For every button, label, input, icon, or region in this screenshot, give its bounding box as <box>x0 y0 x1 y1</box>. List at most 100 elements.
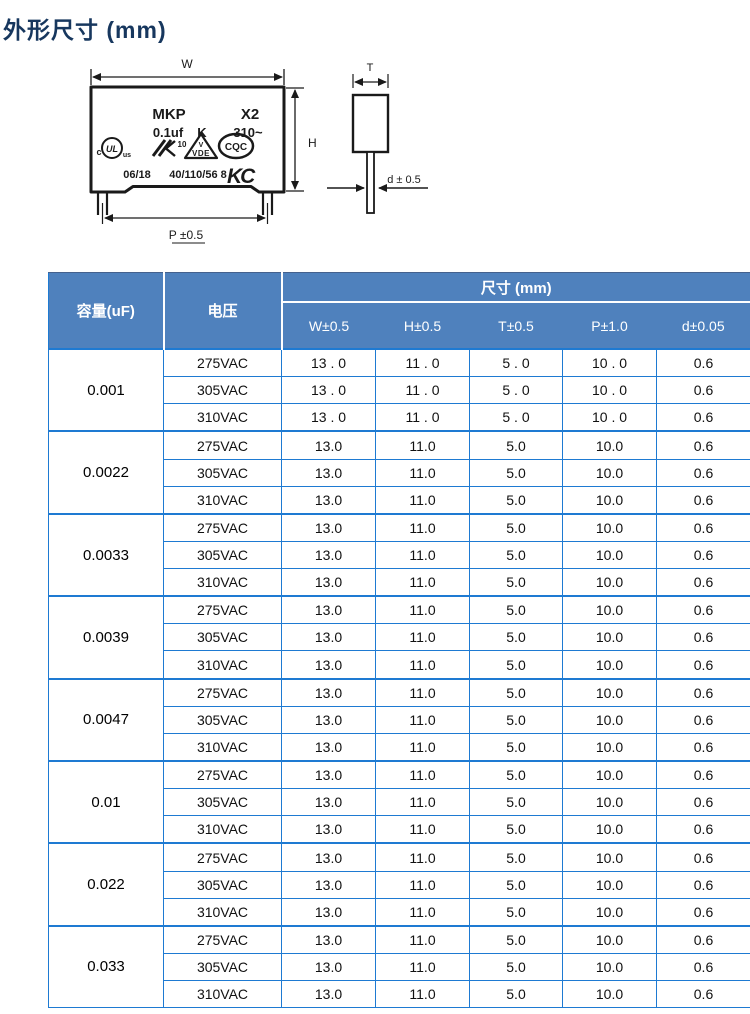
table-row: 310VAC 13.0 11.0 5.0 10.0 0.6 <box>49 732 750 762</box>
dimension-value-cell: 5 . 0 <box>469 376 563 405</box>
header-dim-h: H±0.5 <box>375 302 470 349</box>
dimension-value-cell: 13.0 <box>281 567 376 597</box>
dimension-value-cell: 11.0 <box>375 650 470 680</box>
dimension-value-cell: 0.6 <box>656 788 750 817</box>
dimension-value-cell: 5.0 <box>469 870 563 899</box>
dimension-value-cell: 5.0 <box>469 924 563 955</box>
voltage-cell: 275VAC <box>163 842 282 872</box>
dimension-value-cell: 5.0 <box>469 980 563 1008</box>
enec-10-icon: 10 <box>151 139 187 157</box>
dimension-value-cell: 13.0 <box>281 842 376 872</box>
voltage-cell: 310VAC <box>163 485 282 515</box>
voltage-cell: 305VAC <box>163 953 282 982</box>
dimension-value-cell: 5.0 <box>469 953 563 982</box>
dimension-value-cell: 13 . 0 <box>281 403 376 432</box>
dimension-value-cell: 10.0 <box>562 485 657 515</box>
voltage-cell: 275VAC <box>163 924 282 955</box>
w-dim-label: W <box>181 57 193 71</box>
marking-class: X2 <box>241 106 259 123</box>
dimension-value-cell: 11 . 0 <box>375 376 470 405</box>
table-row: 0.0047 275VAC 13.0 11.0 5.0 10.0 0.6 <box>48 677 750 762</box>
dimension-value-cell: 0.6 <box>656 458 750 487</box>
voltage-cell: 275VAC <box>163 677 282 707</box>
table-header: 容量(uF) 电压 尺寸 (mm) W±0.5 H±0.5 T±0.5 P±1.… <box>48 272 750 349</box>
dimension-value-cell: 5.0 <box>469 512 563 543</box>
dimension-value-cell: 11.0 <box>375 760 470 790</box>
marking-capacitance: 0.1uf <box>153 125 184 140</box>
table-row: 310VAC 13.0 11.0 5.0 10.0 0.6 <box>49 485 750 515</box>
dimension-value-cell: 11.0 <box>375 924 470 955</box>
dimension-value-cell: 10.0 <box>562 595 657 625</box>
dimension-value-cell: 10.0 <box>562 541 657 569</box>
dimension-value-cell: 5 . 0 <box>469 403 563 432</box>
dimension-value-cell: 11.0 <box>375 815 470 844</box>
dimension-value-cell: 10.0 <box>562 924 657 955</box>
dimension-value-cell: 11.0 <box>375 870 470 899</box>
ul-logo-text: UL <box>106 144 118 154</box>
dimension-value-cell: 11 . 0 <box>375 348 470 378</box>
dimension-value-cell: 10.0 <box>562 842 657 872</box>
dimension-value-cell: 11.0 <box>375 788 470 817</box>
dimension-value-cell: 11.0 <box>375 567 470 597</box>
voltage-cell: 305VAC <box>163 458 282 487</box>
header-row-2: W±0.5 H±0.5 T±0.5 P±1.0 d±0.05 <box>49 302 750 349</box>
dimension-value-cell: 10.0 <box>562 870 657 899</box>
table-row: 305VAC 13.0 11.0 5.0 10.0 0.6 <box>49 870 750 899</box>
voltage-cell: 305VAC <box>163 376 282 405</box>
dimension-value-cell: 10.0 <box>562 705 657 734</box>
voltage-cell: 310VAC <box>163 897 282 927</box>
ul-logo-suffix: us <box>123 152 131 159</box>
capacity-cell: 0.022 <box>48 842 164 927</box>
climate-category: 40/110/56 8 <box>169 169 227 181</box>
t-dim-label: T <box>367 62 374 74</box>
dimension-value-cell: 0.6 <box>656 924 750 955</box>
header-size-group: 尺寸 (mm) <box>281 272 750 303</box>
dimension-value-cell: 11.0 <box>375 732 470 762</box>
dimension-value-cell: 13.0 <box>281 953 376 982</box>
header-voltage: 电压 <box>163 272 283 349</box>
dimension-value-cell: 0.6 <box>656 348 750 378</box>
table-row: 0.033 275VAC 13.0 11.0 5.0 10.0 0.6 <box>48 924 750 1008</box>
dimension-value-cell: 5.0 <box>469 541 563 569</box>
capacitor-body <box>89 85 286 194</box>
dimension-value-cell: 0.6 <box>656 512 750 543</box>
dimension-value-cell: 0.6 <box>656 403 750 432</box>
dimension-value-cell: 0.6 <box>656 541 750 569</box>
header-dim-p: P±1.0 <box>562 302 657 349</box>
capacitor-leads <box>96 193 274 215</box>
dimension-value-cell: 13.0 <box>281 760 376 790</box>
dimension-value-cell: 11.0 <box>375 512 470 543</box>
capacitor-body-side <box>351 93 390 154</box>
voltage-cell: 310VAC <box>163 650 282 680</box>
dimension-value-cell: 13.0 <box>281 788 376 817</box>
voltage-cell: 275VAC <box>163 595 282 625</box>
cqc-logo: CQC <box>217 132 255 160</box>
dimension-value-cell: 10 . 0 <box>562 403 657 432</box>
dimension-value-cell: 0.6 <box>656 623 750 652</box>
voltage-cell: 310VAC <box>163 403 282 432</box>
dimension-value-cell: 0.6 <box>656 815 750 844</box>
p-dim-label: P ±0.5 <box>169 228 204 242</box>
dimension-value-cell: 0.6 <box>656 485 750 515</box>
header-capacity: 容量(uF) <box>48 272 165 349</box>
dimension-value-cell: 0.6 <box>656 980 750 1008</box>
table-row: 305VAC 13.0 11.0 5.0 10.0 0.6 <box>49 705 750 734</box>
header-dim-t: T±0.5 <box>469 302 563 349</box>
capacity-cell: 0.0039 <box>48 595 164 680</box>
dimension-value-cell: 13.0 <box>281 815 376 844</box>
header-row-1: 容量(uF) 电压 尺寸 (mm) <box>48 272 750 349</box>
capacity-cell: 0.0047 <box>48 677 164 762</box>
dimension-value-cell: 0.6 <box>656 650 750 680</box>
dimension-value-cell: 10.0 <box>562 788 657 817</box>
dimension-value-cell: 0.6 <box>656 732 750 762</box>
dimension-value-cell: 13.0 <box>281 677 376 707</box>
dimension-value-cell: 13.0 <box>281 541 376 569</box>
table-row: 310VAC 13.0 11.0 5.0 10.0 0.6 <box>49 567 750 597</box>
table-row: 0.0039 275VAC 13.0 11.0 5.0 10.0 0.6 <box>48 595 750 680</box>
dimension-value-cell: 5.0 <box>469 760 563 790</box>
table-row: 0.0022 275VAC 13.0 11.0 5.0 10.0 0.6 <box>48 430 750 515</box>
voltage-cell: 310VAC <box>163 815 282 844</box>
table-row: 310VAC 13.0 11.0 5.0 10.0 0.6 <box>49 980 750 1008</box>
